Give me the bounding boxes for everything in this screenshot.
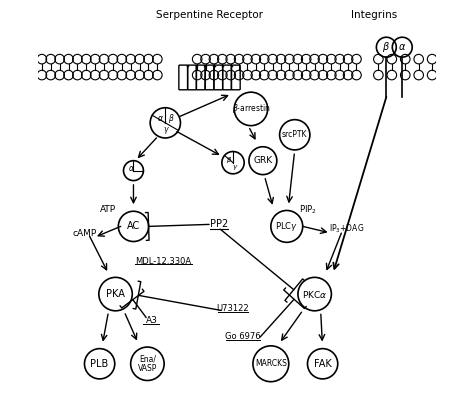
Text: ATP: ATP xyxy=(100,205,116,214)
Text: FAK: FAK xyxy=(314,359,331,369)
Text: GRK: GRK xyxy=(253,156,273,165)
Text: PKA: PKA xyxy=(106,289,125,299)
Text: $\gamma$: $\gamma$ xyxy=(232,163,238,172)
Text: A3: A3 xyxy=(146,316,157,325)
Text: $\beta$: $\beta$ xyxy=(226,155,232,165)
Text: PLB: PLB xyxy=(91,359,109,369)
Text: $\alpha$: $\alpha$ xyxy=(398,42,406,52)
Text: Go 6976: Go 6976 xyxy=(225,332,261,341)
Text: PKC$\alpha$: PKC$\alpha$ xyxy=(302,289,328,300)
Text: $\beta$: $\beta$ xyxy=(168,112,174,126)
Text: U73122: U73122 xyxy=(217,304,249,313)
Text: IP$_3$+DAG: IP$_3$+DAG xyxy=(329,222,364,235)
Text: $\beta$-arrestin: $\beta$-arrestin xyxy=(232,102,270,115)
Text: PLC$\gamma$: PLC$\gamma$ xyxy=(275,220,298,233)
Text: cAMP: cAMP xyxy=(73,229,97,238)
Text: srcPTK: srcPTK xyxy=(282,130,308,139)
Text: AC: AC xyxy=(127,221,140,231)
Text: Ena/
VASP: Ena/ VASP xyxy=(138,354,157,373)
Text: $\alpha$: $\alpha$ xyxy=(157,113,164,123)
Text: $\gamma$: $\gamma$ xyxy=(163,125,170,136)
Text: PIP$_2$: PIP$_2$ xyxy=(299,203,317,215)
Text: $\beta$: $\beta$ xyxy=(383,40,390,54)
Text: $\alpha$: $\alpha$ xyxy=(128,164,135,173)
Text: Integrins: Integrins xyxy=(351,10,398,20)
Text: MDL-12,330A: MDL-12,330A xyxy=(135,257,191,265)
Text: PP2: PP2 xyxy=(210,219,228,229)
Text: Serpentine Receptor: Serpentine Receptor xyxy=(155,10,263,20)
Text: MARCKS: MARCKS xyxy=(255,359,287,368)
